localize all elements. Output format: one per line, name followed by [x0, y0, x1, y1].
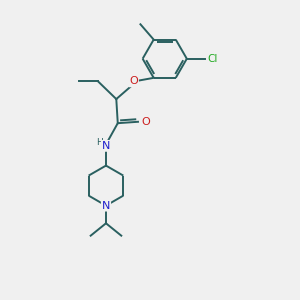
Text: N: N [102, 201, 110, 211]
Text: O: O [129, 76, 138, 86]
Text: O: O [141, 117, 150, 127]
Text: H: H [96, 138, 103, 147]
Text: Cl: Cl [208, 54, 218, 64]
Text: N: N [102, 141, 110, 151]
